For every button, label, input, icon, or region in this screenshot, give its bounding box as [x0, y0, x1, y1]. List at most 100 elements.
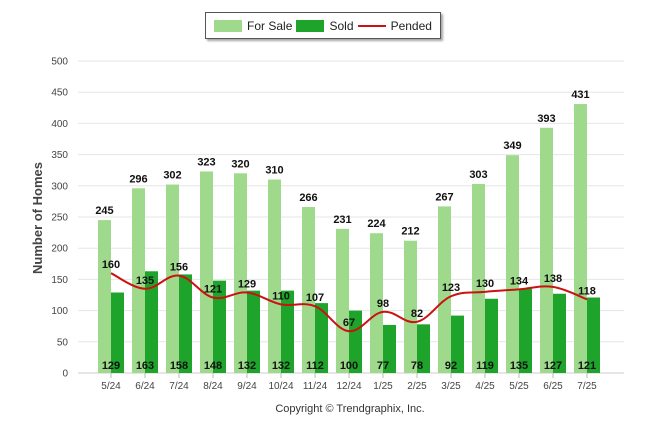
pended-data-label: 134	[510, 275, 529, 287]
y-tick-label: 100	[51, 306, 68, 317]
for-sale-data-label: 296	[129, 173, 147, 185]
bar-for-sale	[132, 188, 145, 373]
x-tick-label: 7/24	[169, 381, 189, 392]
x-tick-label: 10/24	[268, 381, 293, 392]
x-tick-label: 4/25	[475, 381, 495, 392]
sold-data-label: 127	[544, 360, 562, 372]
x-tick-label: 3/25	[441, 381, 461, 392]
sold-data-label: 135	[510, 360, 528, 372]
x-tick-label: 7/25	[577, 381, 597, 392]
pended-data-label: 118	[578, 285, 596, 297]
pended-data-label: 107	[306, 292, 324, 304]
bar-for-sale	[472, 183, 485, 373]
bar-for-sale	[574, 104, 587, 373]
for-sale-data-label: 212	[401, 226, 419, 238]
bar-sold	[485, 298, 498, 373]
x-tick-label: 1/25	[373, 381, 393, 392]
y-axis: 0 50 100 150 200 250 300 350 400 450 500	[51, 57, 68, 380]
x-tick-label: 9/24	[237, 381, 257, 392]
y-axis-label: Number of Homes	[30, 162, 45, 274]
for-sale-data-label: 323	[197, 156, 215, 168]
legend-item-for-sale[interactable]: For Sale	[214, 19, 292, 33]
bar-for-sale	[506, 155, 519, 373]
bar-sold	[179, 274, 192, 373]
sold-data-label: 132	[238, 360, 256, 372]
for-sale-data-label: 393	[537, 113, 555, 125]
y-tick-label: 400	[51, 119, 68, 130]
bar-sold	[383, 324, 396, 373]
sold-data-label: 158	[170, 360, 188, 372]
sold-data-label: 112	[306, 360, 324, 372]
y-tick-label: 450	[51, 88, 68, 99]
y-tick-label: 500	[51, 57, 68, 68]
bar-sold	[417, 324, 430, 373]
legend: For Sale Sold Pended	[205, 12, 441, 39]
legend-item-pended[interactable]: Pended	[357, 18, 432, 33]
legend-for-sale-label: For Sale	[247, 18, 293, 33]
pended-data-label: 160	[102, 259, 120, 271]
pended-data-label: 138	[544, 273, 562, 285]
bar-sold	[145, 271, 158, 373]
sold-data-label: 78	[411, 360, 423, 372]
x-tick-label: 11/24	[303, 381, 328, 392]
bars	[98, 104, 600, 373]
x-tick-label: 5/25	[509, 381, 529, 392]
copyright: Copyright © Trendgraphix, Inc.	[275, 403, 425, 415]
sold-data-label: 132	[272, 360, 290, 372]
sold-data-label: 129	[102, 360, 120, 372]
bar-sold	[587, 297, 600, 373]
bar-sold	[553, 293, 566, 373]
bar-for-sale	[200, 171, 213, 373]
for-sale-data-label: 303	[469, 169, 487, 181]
bar-for-sale	[166, 184, 179, 373]
for-sale-data-label: 320	[231, 158, 249, 170]
bar-sold	[111, 292, 124, 373]
legend-pended-label: Pended	[390, 18, 432, 33]
pended-line	[110, 272, 588, 333]
bar-for-sale	[370, 233, 383, 373]
pended-data-label: 129	[238, 279, 256, 291]
x-tick-label: 8/24	[203, 381, 223, 392]
bar-for-sale	[302, 207, 315, 373]
sold-data-label: 121	[578, 360, 596, 372]
bar-for-sale	[438, 206, 451, 373]
sold-data-label: 100	[340, 360, 358, 372]
bar-sold	[213, 280, 226, 373]
y-tick-label: 150	[51, 275, 68, 286]
sold-data-label: 92	[445, 360, 457, 372]
bar-for-sale	[404, 240, 417, 373]
y-tick-label: 300	[51, 181, 68, 192]
for-sale-data-label: 349	[503, 140, 521, 152]
for-sale-data-label: 267	[435, 191, 453, 203]
pended-data-label: 130	[476, 278, 494, 290]
x-tick-label: 6/25	[543, 381, 563, 392]
bar-for-sale	[540, 127, 553, 373]
pended-data-label: 156	[170, 262, 188, 274]
y-tick-label: 0	[62, 369, 68, 380]
pended-line-group	[110, 272, 588, 333]
legend-sold-label: Sold	[329, 18, 354, 33]
y-tick-label: 50	[57, 337, 69, 348]
bar-sold	[451, 315, 464, 373]
pended-data-label: 82	[411, 308, 423, 320]
x-tick-label: 6/24	[135, 381, 155, 392]
for-sale-data-label: 224	[367, 218, 386, 230]
bar-for-sale	[98, 220, 111, 373]
for-sale-data-label: 302	[163, 170, 181, 182]
sold-swatch	[296, 19, 325, 32]
sold-data-label: 163	[136, 360, 154, 372]
for-sale-data-label: 245	[95, 205, 113, 217]
for-sale-data-label: 431	[571, 89, 589, 101]
y-tick-label: 200	[51, 244, 68, 255]
pended-data-label: 98	[377, 298, 389, 310]
legend-item-sold[interactable]: Sold	[296, 18, 354, 33]
data-labels: 245 129 296 163 302 158 323 148 320 132 310 132 266 1…	[95, 89, 596, 372]
pended-data-label: 135	[136, 275, 154, 287]
for-sale-data-label: 231	[333, 214, 351, 226]
bar-sold	[281, 290, 294, 373]
bar-sold	[519, 288, 532, 373]
for-sale-data-label: 266	[299, 192, 317, 204]
bar-for-sale	[234, 173, 247, 373]
y-tick-label: 350	[51, 150, 68, 161]
